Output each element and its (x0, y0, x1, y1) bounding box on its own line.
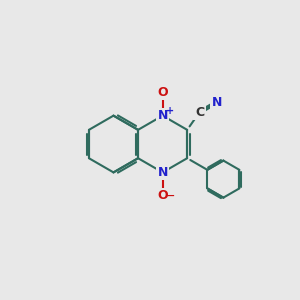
Text: +: + (166, 106, 174, 116)
Text: O: O (157, 86, 168, 99)
Text: O: O (157, 189, 168, 202)
Text: N: N (158, 166, 168, 179)
Text: C: C (195, 106, 204, 119)
Text: −: − (166, 191, 176, 201)
Text: N: N (158, 109, 168, 122)
Text: N: N (212, 96, 222, 109)
